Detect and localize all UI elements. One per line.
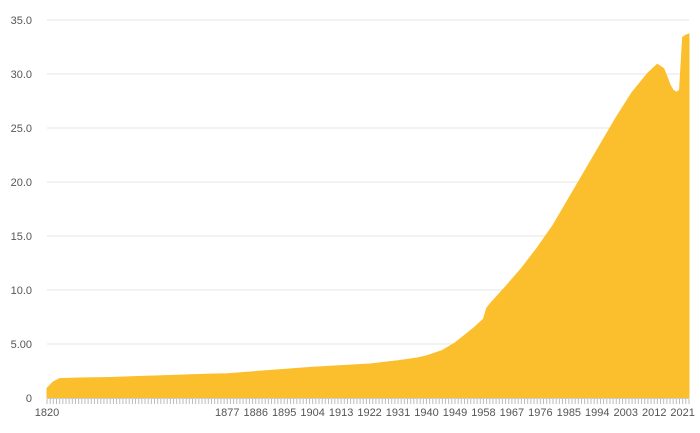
x-tick-label: 1958 xyxy=(471,407,495,419)
y-tick-label: 5.00 xyxy=(11,339,32,351)
x-tick-label: 1922 xyxy=(357,407,381,419)
x-tick-label: 1940 xyxy=(414,407,438,419)
x-tick-label: 2012 xyxy=(642,407,666,419)
x-tick-label: 1904 xyxy=(300,407,324,419)
x-tick-label: 1967 xyxy=(500,407,524,419)
x-tick-label: 2021 xyxy=(670,407,694,419)
x-tick-label: 1994 xyxy=(585,407,609,419)
x-tick-label: 1949 xyxy=(443,407,467,419)
y-tick-label: 15.0 xyxy=(11,231,32,243)
x-tick-label: 1895 xyxy=(272,407,296,419)
y-axis: 0 5.00 10.0 15.0 20.0 25.0 30.0 35.0 xyxy=(11,15,32,405)
area-fill xyxy=(46,33,690,399)
x-axis: 1820 1877 1886 1895 1904 1913 1922 1931 1940 1949… xyxy=(35,398,695,419)
x-tick-label: 1820 xyxy=(35,407,59,419)
x-tick-label: 1913 xyxy=(329,407,353,419)
y-tick-label: 30.0 xyxy=(11,69,32,81)
y-tick-label: 35.0 xyxy=(11,15,32,27)
y-tick-label: 0 xyxy=(26,393,32,405)
area-series xyxy=(46,33,690,399)
x-tick-label: 1985 xyxy=(557,407,581,419)
gridlines xyxy=(47,19,689,345)
x-tick-label: 1976 xyxy=(528,407,552,419)
y-tick-label: 25.0 xyxy=(11,123,32,135)
x-tick-label: 1877 xyxy=(215,407,239,419)
y-tick-label: 10.0 xyxy=(11,285,32,297)
y-tick-label: 20.0 xyxy=(11,177,32,189)
x-tick-label: 1931 xyxy=(386,407,410,419)
x-tick-label: 1886 xyxy=(243,407,267,419)
x-tick-label: 2003 xyxy=(614,407,638,419)
